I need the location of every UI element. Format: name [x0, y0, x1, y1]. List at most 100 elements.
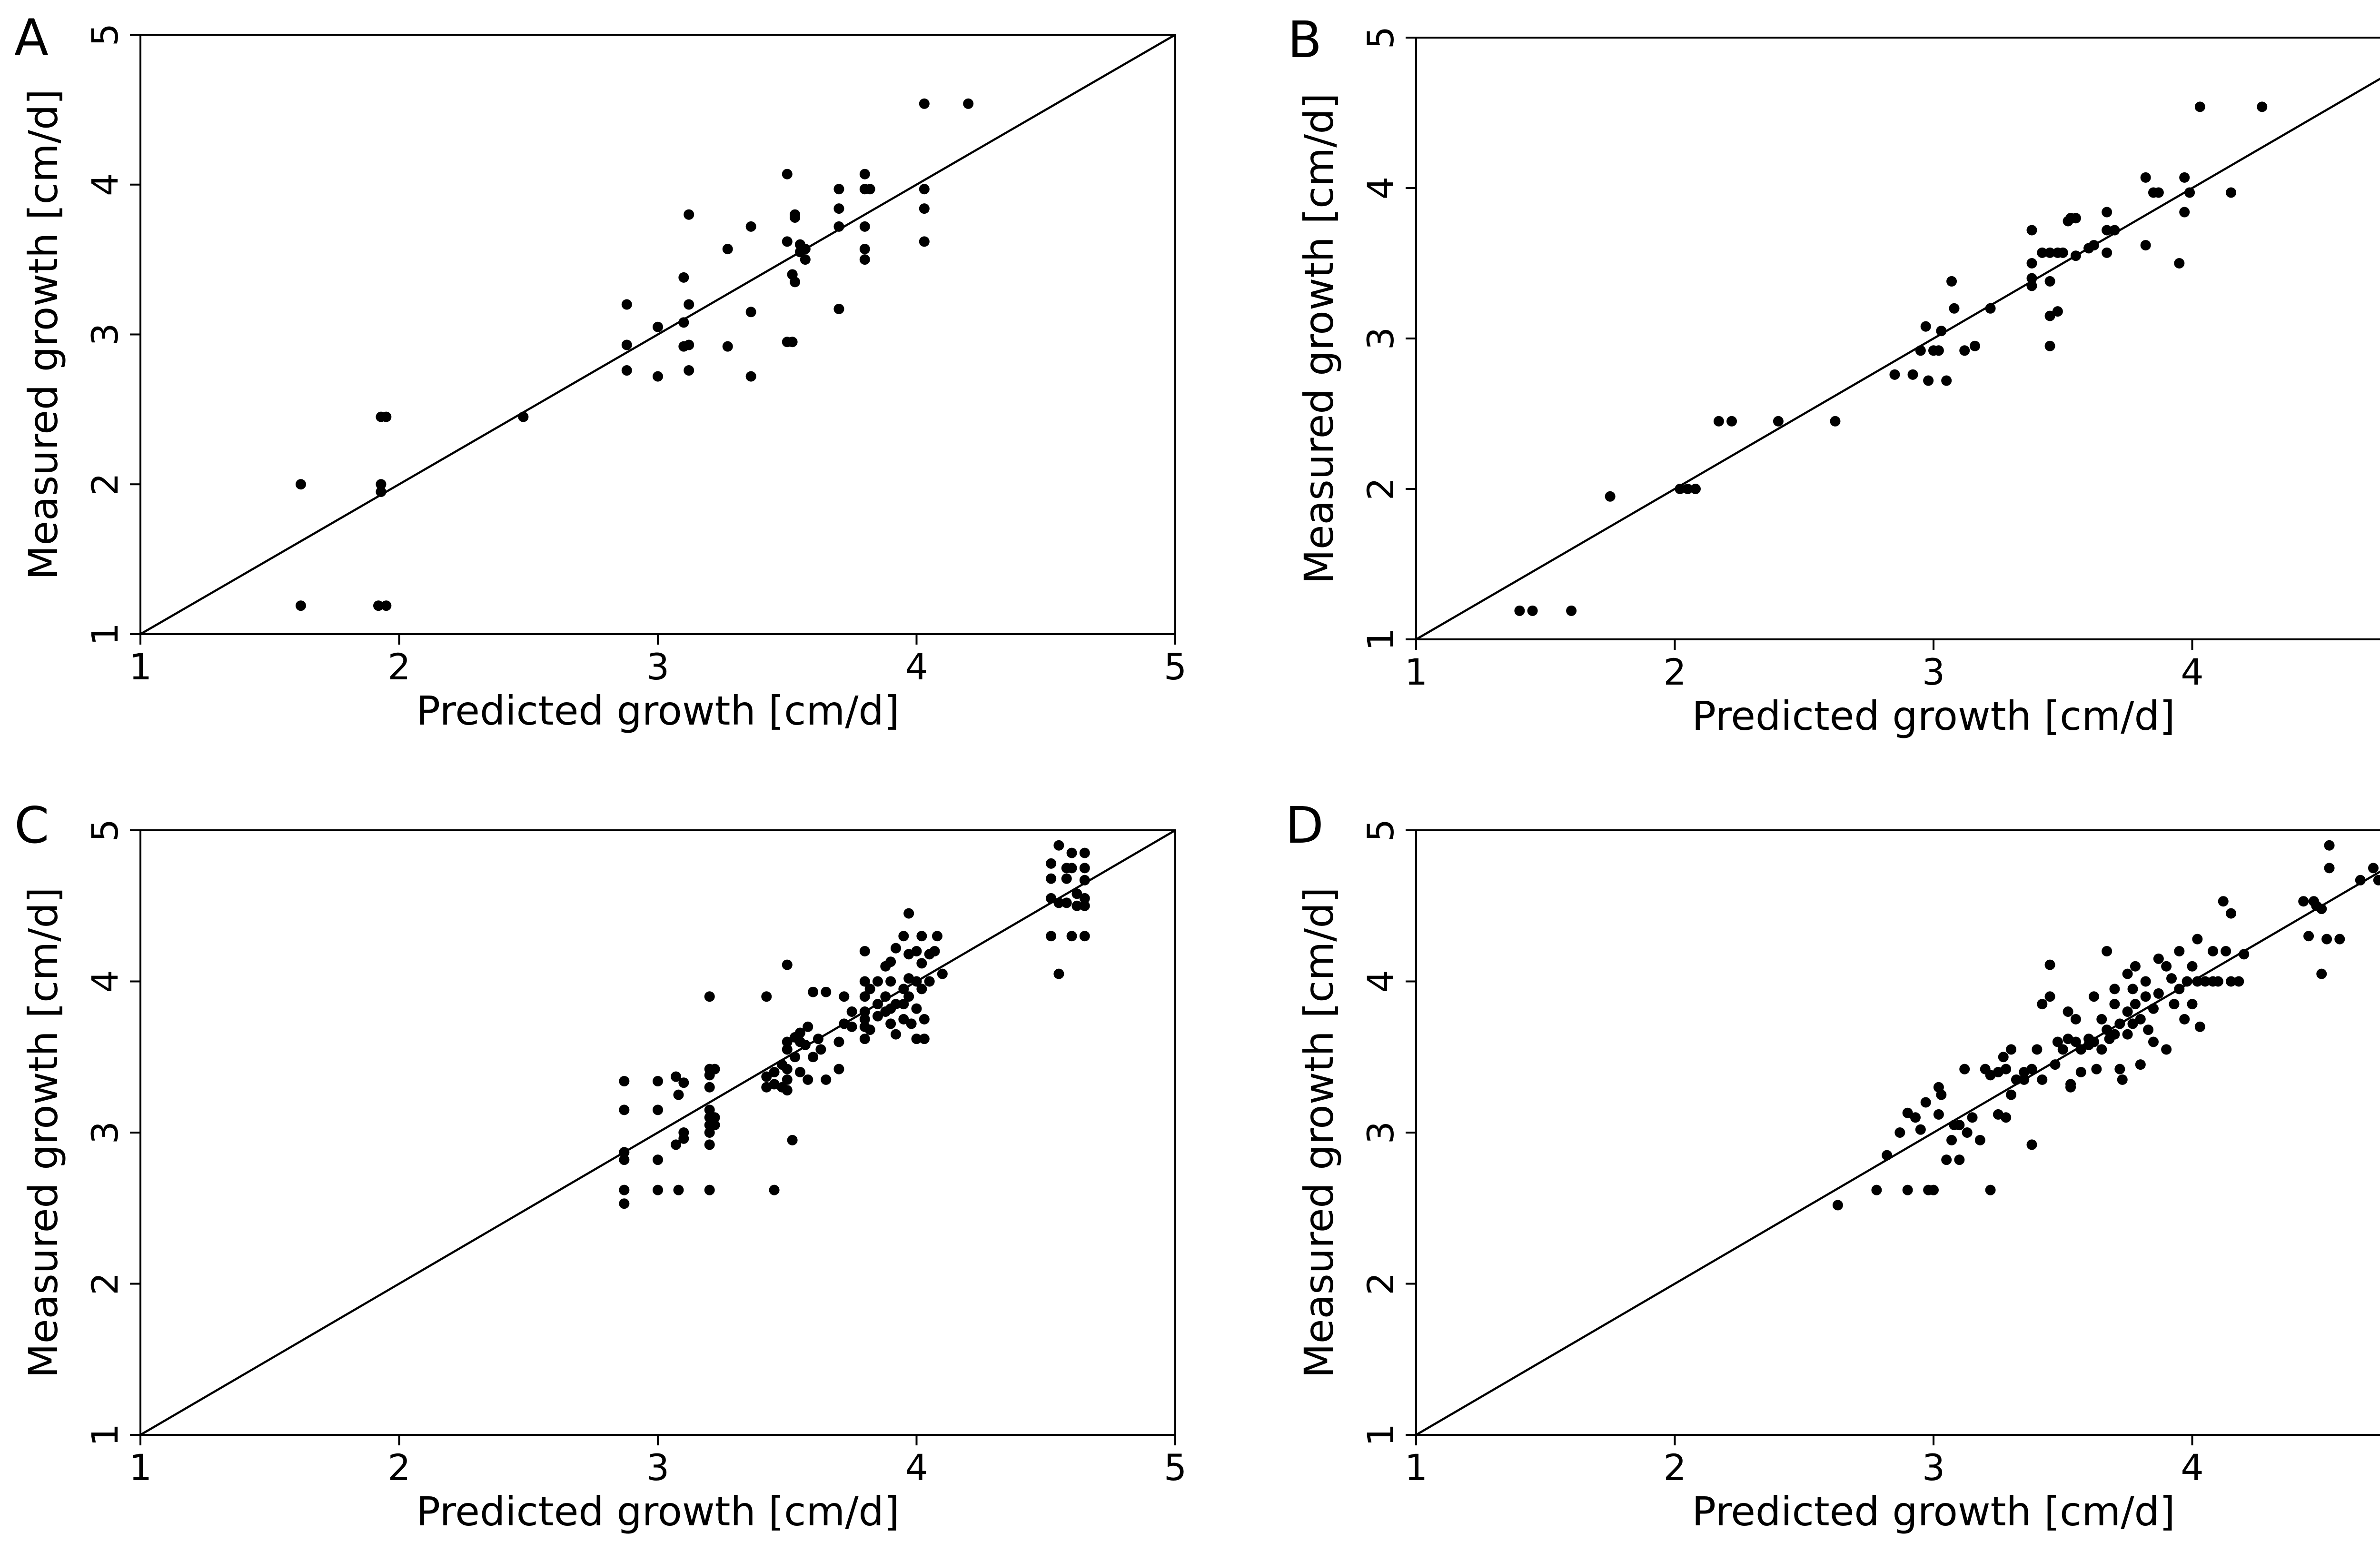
data-point [880, 991, 891, 1002]
data-point [2355, 875, 2366, 885]
data-point [859, 976, 870, 987]
data-point [2044, 276, 2055, 287]
data-point [859, 991, 870, 1002]
data-point [745, 307, 756, 318]
data-point [1066, 863, 1077, 874]
data-point [745, 221, 756, 232]
data-point [2127, 1018, 2138, 1029]
y-tick-label: 2 [1359, 478, 1402, 500]
data-point [1046, 873, 1057, 884]
data-point [911, 946, 922, 956]
data-point [295, 479, 306, 490]
data-point [872, 976, 883, 987]
data-point [2194, 101, 2205, 112]
data-point [704, 1139, 715, 1150]
x-tick-label: 4 [905, 646, 928, 688]
data-point [1066, 847, 1077, 858]
data-point [653, 1154, 663, 1165]
data-point [1832, 1200, 1843, 1211]
data-point [2187, 961, 2198, 972]
data-point [790, 1052, 801, 1063]
data-point [1974, 1134, 1985, 1145]
data-point [376, 479, 387, 490]
data-point [745, 371, 756, 382]
x-tick-label: 1 [1405, 651, 1428, 693]
data-point [2052, 306, 2063, 317]
data-point [2148, 1036, 2159, 1047]
data-point [2057, 247, 2068, 258]
data-point [1046, 893, 1057, 904]
data-point [2192, 976, 2203, 987]
data-point [2109, 984, 2120, 995]
data-point [2174, 984, 2185, 995]
data-point [2192, 934, 2203, 945]
data-point [839, 991, 850, 1002]
x-axis-title: Predicted growth [cm/d] [1692, 693, 2175, 739]
x-tick-label: 5 [1164, 1446, 1187, 1489]
y-tick-label: 4 [1359, 970, 1402, 993]
data-points [295, 98, 974, 611]
data-point [2050, 1059, 2061, 1070]
y-tick-label: 4 [84, 173, 126, 196]
data-point [2226, 187, 2237, 198]
y-tick-label: 3 [84, 1121, 126, 1144]
data-point [2169, 999, 2180, 1010]
data-point [2102, 225, 2112, 236]
data-points [619, 840, 1090, 1209]
data-point [903, 991, 914, 1002]
y-axis-title: Measured growth [cm/d] [1296, 93, 1342, 584]
data-point [864, 984, 875, 995]
data-point [1910, 1112, 1921, 1123]
data-point [2091, 1064, 2102, 1074]
panel-label: A [14, 9, 49, 67]
data-point [1061, 897, 1072, 908]
data-point [653, 371, 663, 382]
data-point [2233, 976, 2244, 987]
y-tick-label: 1 [84, 623, 126, 646]
data-point [919, 98, 930, 109]
data-point [2368, 863, 2379, 874]
data-point [916, 958, 927, 969]
data-point [2037, 247, 2048, 258]
y-axis-title: Measured growth [cm/d] [20, 89, 67, 580]
data-point [709, 1112, 720, 1123]
x-tick-label: 3 [1922, 651, 1945, 693]
data-point [833, 184, 844, 195]
data-point [2316, 968, 2327, 979]
data-point [872, 1011, 883, 1022]
data-point [1773, 416, 1784, 427]
data-point [1675, 484, 1686, 494]
y-tick-label: 1 [1359, 628, 1402, 651]
data-point [704, 1127, 715, 1138]
reference-line [139, 829, 1176, 1436]
data-point [769, 1067, 780, 1077]
data-point [684, 299, 694, 310]
data-point [885, 1018, 896, 1029]
data-point [1998, 1052, 2009, 1063]
data-point [671, 1139, 682, 1150]
data-point [864, 1025, 875, 1035]
data-point [381, 411, 392, 422]
data-point [653, 321, 663, 332]
data-point [1941, 375, 1952, 386]
data-point [885, 976, 896, 987]
x-tick-label: 5 [1164, 646, 1187, 688]
data-point [833, 221, 844, 232]
data-point [1079, 900, 1090, 911]
data-point [782, 1036, 793, 1047]
data-point [782, 1064, 793, 1074]
data-point [678, 1133, 689, 1144]
data-point [704, 1082, 715, 1093]
data-point [2026, 258, 2037, 269]
data-point [2109, 999, 2120, 1010]
data-point [885, 956, 896, 967]
data-point [891, 1029, 902, 1040]
data-point [1894, 1127, 1905, 1138]
data-point [813, 1034, 823, 1045]
data-point [1915, 1124, 1926, 1135]
data-point [2122, 968, 2133, 979]
data-point [787, 1134, 798, 1145]
data-point [2239, 949, 2250, 960]
data-point [782, 1085, 793, 1096]
data-point [2057, 1044, 2068, 1055]
